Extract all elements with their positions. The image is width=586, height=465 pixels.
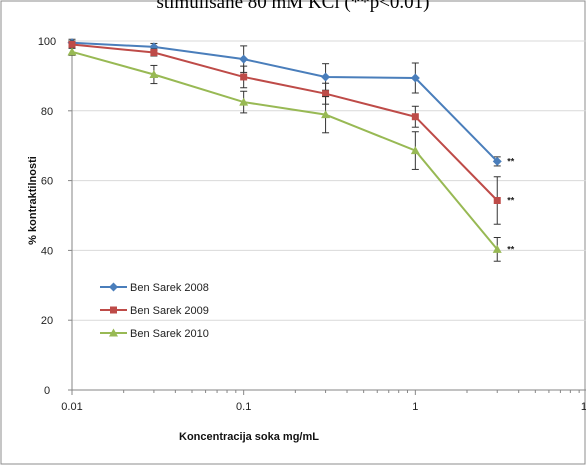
data-point [67,47,77,56]
data-point [239,97,249,106]
x-tick-labels: 0.01 0.1 1 10 [61,401,586,413]
series-line [71,41,498,163]
legend-item: Ben Sarek 2009 [100,305,209,317]
axes [68,40,586,395]
series-ben-sarek-2010: ** [67,47,515,262]
chart-title: stimulisane 80 mM KCl (**p<0.01) [156,0,429,13]
x-tick-label: 10 [581,401,586,413]
legend-label: Ben Sarek 2010 [130,328,209,340]
data-point [492,244,502,253]
gridlines [72,40,586,321]
data-point [492,156,502,166]
data-point [240,73,248,81]
significance-label: ** [507,195,515,205]
x-tick-label: 1 [412,401,418,413]
x-axis-title: Koncentracija soka mg/mL [179,431,319,443]
data-point [150,49,158,57]
significance-label: ** [507,244,515,254]
data-point [493,196,501,204]
significance-label: ** [507,156,515,166]
series-ben-sarek-2009: ** [68,40,515,225]
x-tick-label: 0.01 [61,401,82,413]
data-point [410,146,420,155]
legend-marker [110,306,117,314]
series-layer: ** ** ** [67,38,515,262]
legend-marker [109,328,118,337]
legend-item: Ben Sarek 2008 [100,282,209,294]
data-point [149,70,159,79]
x-tick-label: 0.1 [236,401,251,413]
data-point [410,73,420,83]
legend-marker [109,282,118,292]
y-tick-labels: 0 20 40 60 80 100 [38,36,56,397]
series-line [71,50,499,250]
data-point [239,54,249,64]
y-tick-label: 20 [41,315,53,327]
y-tick-label: 80 [41,106,53,118]
legend-label: Ben Sarek 2008 [130,282,209,294]
y-tick-label: 40 [41,245,53,257]
y-tick-label: 100 [38,36,56,48]
data-point [68,40,76,48]
y-tick-label: 60 [41,176,53,188]
data-point [321,72,331,82]
data-point [321,110,331,119]
legend: Ben Sarek 2008 Ben Sarek 2009 Ben Sarek 20… [100,282,209,340]
legend-label: Ben Sarek 2009 [130,305,209,317]
y-axis-title: % kontraktilnosti [27,156,39,245]
series-line [71,43,498,202]
data-point [411,113,419,121]
y-tick-label: 0 [44,385,50,397]
series-ben-sarek-2008: ** [67,38,515,167]
legend-item: Ben Sarek 2010 [100,328,209,340]
data-point [322,90,330,98]
